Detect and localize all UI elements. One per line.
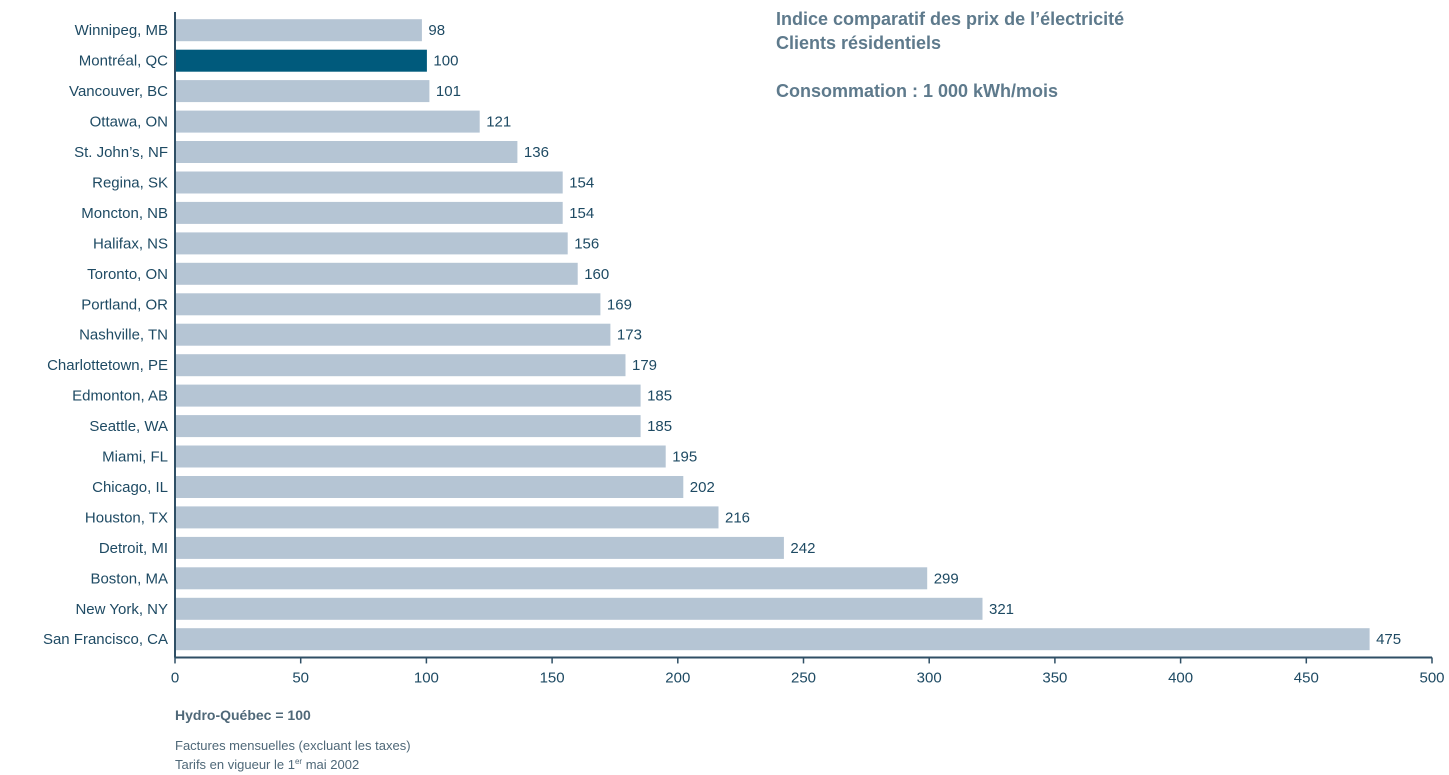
chart-subtitle: Clients résidentiels — [776, 33, 942, 53]
bar — [175, 415, 641, 438]
footnotes: Factures mensuelles (excluant les taxes)… — [175, 738, 411, 773]
x-tick-label: 400 — [1168, 669, 1193, 686]
bar — [175, 597, 983, 620]
value-label: 154 — [569, 205, 594, 222]
value-label: 154 — [569, 175, 594, 192]
value-label: 100 — [433, 53, 458, 70]
x-tick-label: 250 — [791, 669, 816, 686]
category-label: Toronto, ON — [87, 266, 168, 283]
category-label: Montréal, QC — [79, 53, 168, 70]
value-label: 321 — [989, 601, 1014, 618]
value-label: 156 — [574, 235, 599, 252]
bar — [175, 476, 684, 498]
value-label: 169 — [607, 296, 632, 313]
category-label: Detroit, MI — [99, 540, 168, 557]
footnote-rates: Tarifs en vigueur le 1er mai 2002 — [175, 757, 360, 772]
category-label: Miami, FL — [102, 449, 168, 466]
x-tick-label: 100 — [414, 669, 439, 686]
category-label: Nashville, TN — [79, 327, 168, 344]
x-tick-label: 150 — [540, 669, 565, 686]
value-label: 216 — [725, 509, 750, 526]
x-tick-label: 300 — [917, 669, 942, 686]
value-label: 136 — [524, 144, 549, 161]
value-label: 179 — [632, 357, 657, 374]
category-label: Moncton, NB — [81, 205, 168, 222]
bar-chart: Winnipeg, MB 98 Montréal, QC 100 Vancouver, … — [43, 12, 1445, 686]
category-label: Seattle, WA — [89, 418, 168, 435]
category-label: Vancouver, BC — [69, 83, 168, 100]
x-tick-label: 0 — [171, 669, 179, 686]
value-label: 121 — [486, 114, 511, 131]
category-label: San Francisco, CA — [43, 631, 168, 648]
category-label: Charlottetown, PE — [47, 357, 168, 374]
bar — [175, 293, 601, 316]
value-label: 173 — [617, 327, 642, 344]
chart-title: Indice comparatif des prix de l’électric… — [776, 9, 1125, 29]
category-label: Winnipeg, MB — [75, 22, 168, 39]
x-tick-label: 350 — [1042, 669, 1067, 686]
bar — [175, 323, 611, 346]
category-label: Edmonton, AB — [72, 388, 168, 405]
bar — [175, 445, 666, 468]
bar — [175, 628, 1370, 651]
category-label: Portland, OR — [81, 296, 168, 313]
category-label: Regina, SK — [92, 175, 168, 192]
bar — [175, 80, 430, 103]
footnote-bills: Factures mensuelles (excluant les taxes) — [175, 738, 411, 753]
bar — [175, 49, 427, 72]
category-label: Boston, MA — [90, 570, 168, 587]
bar — [175, 19, 422, 42]
category-label: Halifax, NS — [93, 235, 168, 252]
x-tick-label: 50 — [292, 669, 309, 686]
value-label: 475 — [1376, 631, 1401, 648]
bar — [175, 354, 626, 377]
value-label: 195 — [672, 449, 697, 466]
bar — [175, 232, 568, 255]
value-label: 98 — [428, 22, 445, 39]
category-label: Chicago, IL — [92, 479, 168, 496]
value-label: 160 — [584, 266, 609, 283]
value-label: 202 — [690, 479, 715, 496]
bar — [175, 536, 784, 559]
bar — [175, 567, 928, 590]
category-label: Houston, TX — [85, 509, 168, 526]
value-label: 242 — [790, 540, 815, 557]
chart-title-block: Indice comparatif des prix de l’électric… — [776, 7, 1124, 103]
bar — [175, 506, 719, 529]
consumption-note: Consommation : 1 000 kWh/mois — [776, 81, 1059, 101]
category-label: New York, NY — [75, 601, 168, 618]
x-tick-label: 450 — [1294, 669, 1319, 686]
value-label: 299 — [934, 570, 959, 587]
bar — [175, 201, 563, 224]
value-label: 185 — [647, 388, 672, 405]
value-label: 185 — [647, 418, 672, 435]
x-tick-label: 500 — [1419, 669, 1444, 686]
value-label: 101 — [436, 83, 461, 100]
bar — [175, 384, 641, 407]
bar — [175, 262, 578, 285]
bar — [175, 110, 480, 133]
baseline-note: Hydro-Québec = 100 — [175, 707, 311, 723]
category-label: St. John’s, NF — [74, 144, 168, 161]
bar — [175, 171, 563, 194]
bar — [175, 141, 518, 163]
category-label: Ottawa, ON — [90, 114, 168, 131]
x-tick-label: 200 — [665, 669, 690, 686]
